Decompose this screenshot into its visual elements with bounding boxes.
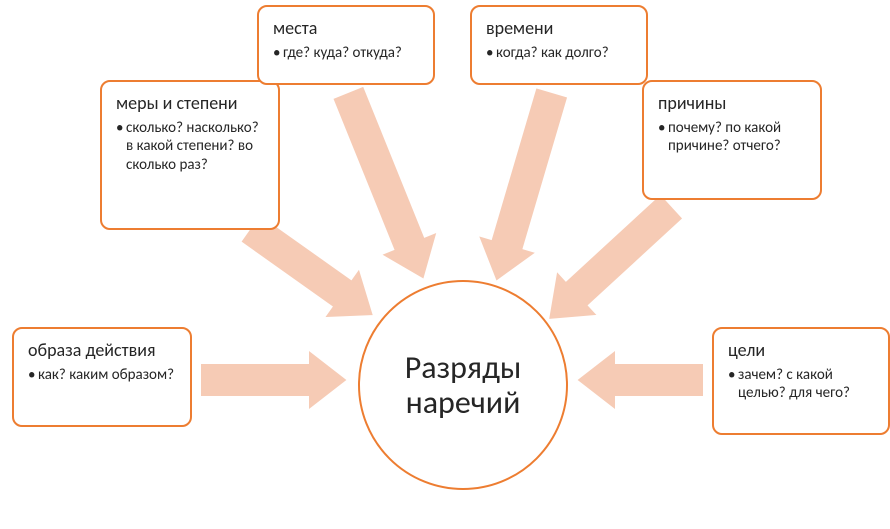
arrow-celi	[576, 349, 704, 411]
box-title-celi: цели	[728, 339, 876, 362]
box-vremeni: времени когда? как долго?	[470, 5, 648, 85]
arrow-mesta	[319, 80, 452, 291]
center-circle: Разряды наречий	[358, 280, 568, 490]
center-line2: наречий	[406, 383, 521, 422]
box-celi: цели зачем? с какой целью? для чего?	[712, 327, 890, 435]
center-line1: Разряды	[405, 348, 522, 387]
box-bullet-mera: сколько? насколько? в какой степени? во …	[116, 119, 266, 175]
box-title-vremeni: времени	[486, 17, 634, 40]
box-bullet-obraz: как? каким образом?	[28, 366, 178, 385]
box-title-mera: меры и степени	[116, 92, 266, 115]
box-bullet-celi: зачем? с какой целью? для чего?	[728, 366, 876, 404]
box-mesta: места где? куда? откуда?	[257, 5, 435, 85]
box-bullet-mesta: где? куда? откуда?	[273, 44, 421, 63]
box-title-obraz: образа действия	[28, 339, 178, 362]
box-bullet-vremeni: когда? как долго?	[486, 44, 634, 63]
box-obraz: образа действия как? каким образом?	[12, 327, 192, 427]
center-title: Разряды наречий	[405, 350, 522, 420]
arrow-obraz	[200, 349, 348, 411]
box-title-mesta: места	[273, 17, 421, 40]
box-title-prichiny: причины	[658, 92, 808, 115]
box-prichiny: причины почему? по какой причине? отчего?	[642, 80, 822, 200]
box-mera: меры и степени сколько? насколько? в како…	[100, 80, 280, 230]
arrow-vremeni	[466, 83, 581, 291]
box-bullet-prichiny: почему? по какой причине? отчего?	[658, 119, 808, 157]
arrow-prichiny	[527, 183, 693, 343]
